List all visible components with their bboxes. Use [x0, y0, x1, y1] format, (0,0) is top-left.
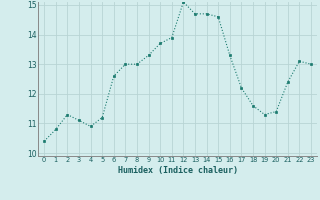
X-axis label: Humidex (Indice chaleur): Humidex (Indice chaleur) — [118, 166, 238, 175]
